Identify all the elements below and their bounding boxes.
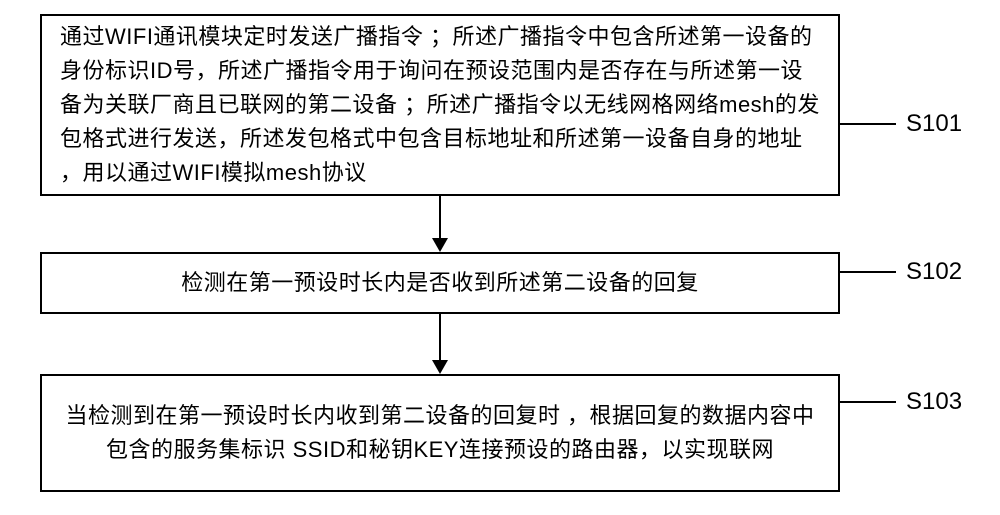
- label-leader-2: [840, 271, 896, 273]
- step-label-3: S103: [906, 388, 962, 416]
- arrow-head-1: [432, 238, 448, 252]
- step-label-1: S101: [906, 110, 962, 138]
- step-label-2: S102: [906, 258, 962, 286]
- arrow-line-2: [439, 314, 441, 360]
- label-leader-3: [840, 401, 896, 403]
- step-text-2: 检测在第一预设时长内是否收到所述第二设备的回复: [60, 266, 820, 300]
- step-box-1: 通过WIFI通讯模块定时发送广播指令 ；所述广播指令中包含所述第一设备的身份标识…: [40, 14, 840, 196]
- step-box-2: 检测在第一预设时长内是否收到所述第二设备的回复: [40, 252, 840, 314]
- step-text-1: 通过WIFI通讯模块定时发送广播指令 ；所述广播指令中包含所述第一设备的身份标识…: [60, 20, 820, 190]
- step-box-3: 当检测到在第一预设时长内收到第二设备的回复时 ，根据回复的数据内容中包含的服务集…: [40, 374, 840, 492]
- step-text-3: 当检测到在第一预设时长内收到第二设备的回复时 ，根据回复的数据内容中包含的服务集…: [60, 399, 820, 467]
- arrow-head-2: [432, 360, 448, 374]
- label-leader-1: [840, 123, 896, 125]
- arrow-line-1: [439, 196, 441, 238]
